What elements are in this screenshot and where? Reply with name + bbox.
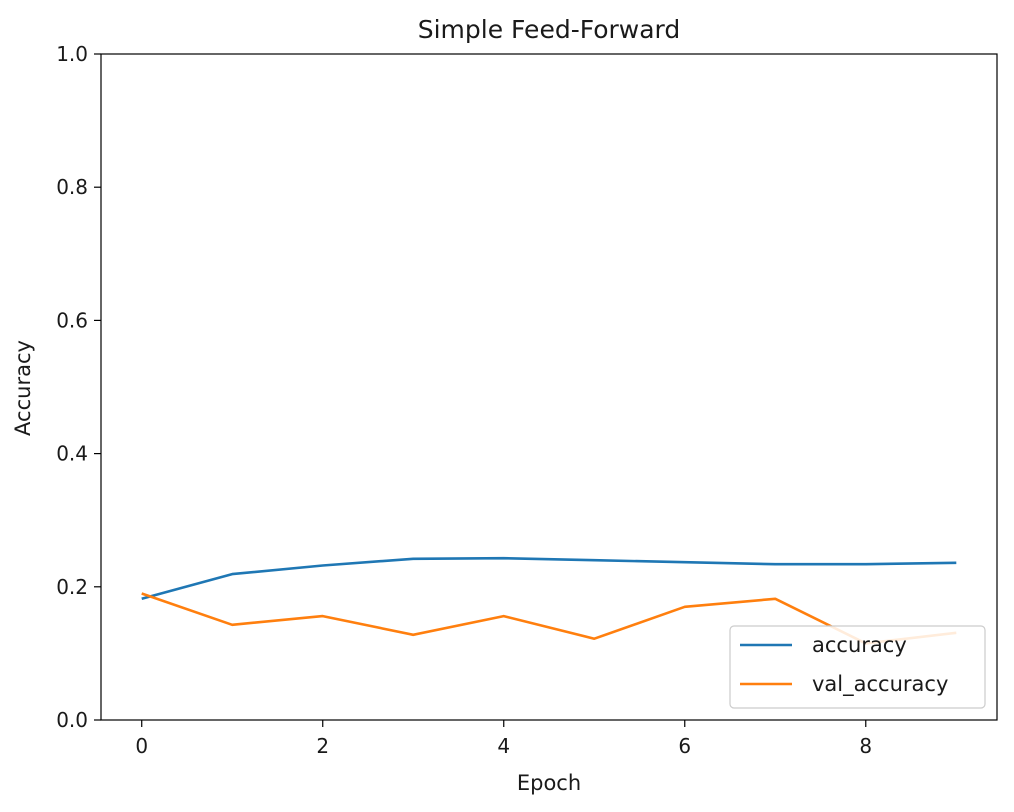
x-tick-label: 8 (859, 734, 872, 758)
chart-title: Simple Feed-Forward (418, 15, 681, 44)
y-tick-label: 0.2 (56, 575, 88, 599)
x-axis-label: Epoch (517, 771, 581, 795)
x-tick-label: 2 (316, 734, 329, 758)
x-tick-label: 6 (678, 734, 691, 758)
series-line-accuracy (141, 556, 957, 601)
y-tick-label: 0.4 (56, 442, 88, 466)
legend-box (729, 625, 986, 709)
legend-label: accuracy (812, 633, 907, 657)
y-axis-label: Accuracy (11, 340, 35, 436)
y-tick-label: 0.0 (56, 708, 88, 732)
legend: accuracy val_accuracy (729, 625, 986, 709)
x-tick-label: 0 (135, 734, 148, 758)
axes-frame (100, 53, 998, 721)
y-tick-label: 0.6 (56, 308, 88, 332)
y-tick-label: 0.8 (56, 175, 88, 199)
series-line-val-accuracy (141, 592, 957, 645)
plot-area: 0 2 4 6 8 0.0 0.2 0.4 0.6 0.8 1.0 (56, 42, 998, 758)
legend-label: val_accuracy (812, 672, 948, 697)
x-tick-label: 4 (497, 734, 510, 758)
y-tick-label: 1.0 (56, 42, 88, 66)
